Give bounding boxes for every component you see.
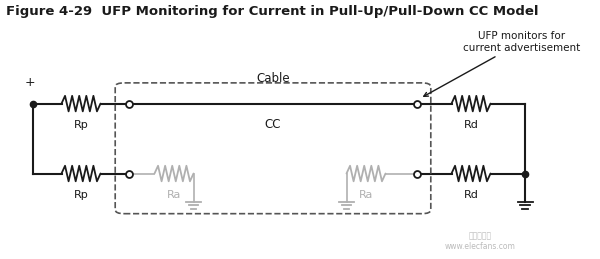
Text: CC: CC <box>265 118 281 131</box>
Text: +: + <box>25 76 35 89</box>
Text: Rd: Rd <box>464 190 478 200</box>
Text: UFP monitors for
current advertisement: UFP monitors for current advertisement <box>424 31 581 96</box>
Text: Rp: Rp <box>74 120 88 131</box>
Text: Cable: Cable <box>256 73 290 85</box>
Text: Ra: Ra <box>167 190 181 200</box>
Text: Ra: Ra <box>359 190 373 200</box>
Text: Rp: Rp <box>74 190 88 200</box>
Text: Rd: Rd <box>464 120 478 131</box>
Text: 电子发烧友
www.elecfans.com: 电子发烧友 www.elecfans.com <box>445 232 515 251</box>
Text: Figure 4-29  UFP Monitoring for Current in Pull-Up/Pull-Down CC Model: Figure 4-29 UFP Monitoring for Current i… <box>6 5 539 18</box>
